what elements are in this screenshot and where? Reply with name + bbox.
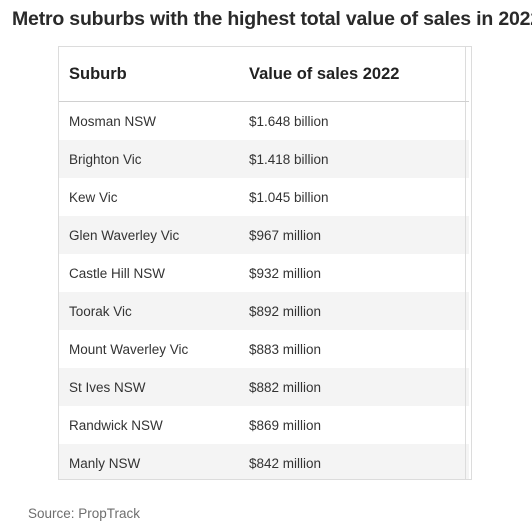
table-row: Randwick NSW $869 million: [59, 406, 469, 444]
column-header-value: Value of sales 2022: [239, 47, 465, 102]
cell-value: $1.648 billion: [239, 101, 465, 140]
cell-suburb: Kew Vic: [59, 178, 239, 216]
cell-value: $932 million: [239, 254, 465, 292]
cell-value: $883 million: [239, 330, 465, 368]
column-header-cutoff: [464, 47, 469, 102]
cell-cutoff: [464, 368, 469, 406]
chart-title: Metro suburbs with the highest total val…: [12, 8, 532, 30]
cell-cutoff: [464, 101, 469, 140]
cell-cutoff: [464, 292, 469, 330]
cell-suburb: Randwick NSW: [59, 406, 239, 444]
table-row: Mount Waverley Vic $883 million: [59, 330, 469, 368]
cell-suburb: St Ives NSW: [59, 368, 239, 406]
table-header-row: Suburb Value of sales 2022: [59, 47, 469, 102]
cell-cutoff: [464, 254, 469, 292]
table-row: Toorak Vic $892 million: [59, 292, 469, 330]
cell-cutoff: [464, 216, 469, 254]
table-row: Mosman NSW $1.648 billion: [59, 101, 469, 140]
cell-value: $882 million: [239, 368, 465, 406]
data-table-container[interactable]: Suburb Value of sales 2022 Mosman NSW $1.…: [58, 46, 472, 480]
cell-value: $842 million: [239, 444, 465, 479]
column-header-suburb: Suburb: [59, 47, 239, 102]
cell-suburb: Castle Hill NSW: [59, 254, 239, 292]
source-note: Source: PropTrack: [28, 506, 141, 521]
cell-cutoff: [464, 406, 469, 444]
cell-value: $1.418 billion: [239, 140, 465, 178]
cell-cutoff: [464, 140, 469, 178]
cell-suburb: Brighton Vic: [59, 140, 239, 178]
cell-cutoff: [464, 330, 469, 368]
table-row: Kew Vic $1.045 billion: [59, 178, 469, 216]
cell-suburb: Manly NSW: [59, 444, 239, 479]
cell-suburb: Glen Waverley Vic: [59, 216, 239, 254]
table-row: St Ives NSW $882 million: [59, 368, 469, 406]
cell-cutoff: [464, 178, 469, 216]
cell-suburb: Toorak Vic: [59, 292, 239, 330]
cell-value: $892 million: [239, 292, 465, 330]
table-row: Manly NSW $842 million: [59, 444, 469, 479]
cell-suburb: Mount Waverley Vic: [59, 330, 239, 368]
data-table: Suburb Value of sales 2022 Mosman NSW $1.…: [59, 47, 469, 479]
cell-value: $967 million: [239, 216, 465, 254]
table-row: Glen Waverley Vic $967 million: [59, 216, 469, 254]
cell-value: $869 million: [239, 406, 465, 444]
cell-suburb: Mosman NSW: [59, 101, 239, 140]
table-row: Brighton Vic $1.418 billion: [59, 140, 469, 178]
cell-cutoff: [464, 444, 469, 479]
table-body: Mosman NSW $1.648 billion Brighton Vic $1.4…: [59, 101, 469, 479]
table-row: Castle Hill NSW $932 million: [59, 254, 469, 292]
cell-value: $1.045 billion: [239, 178, 465, 216]
